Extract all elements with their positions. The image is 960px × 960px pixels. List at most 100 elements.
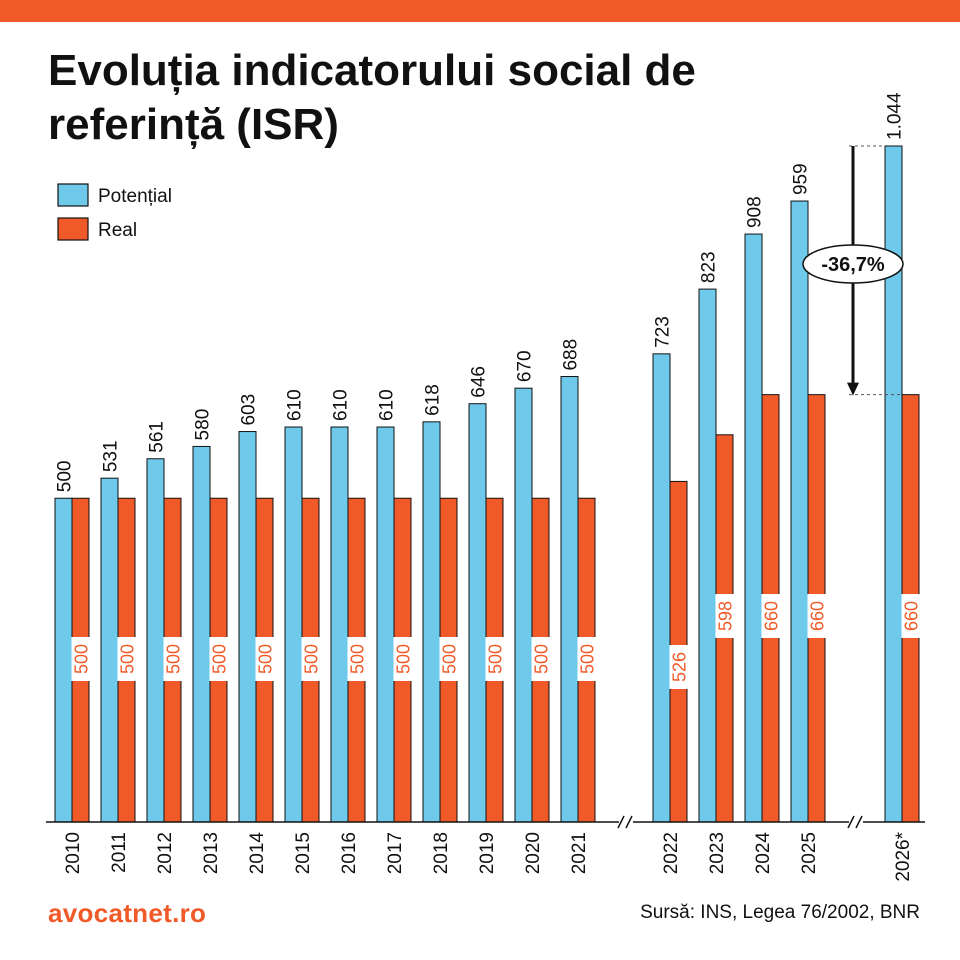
label-real-2025: 660: [808, 601, 828, 631]
annotation-arrow-head: [847, 382, 859, 396]
tick-label-2013: 2013: [201, 832, 222, 874]
axis-break-2: [847, 815, 863, 829]
annotation-bubble: [802, 244, 904, 284]
bar-potential-2015: [284, 426, 303, 823]
annotation-text: -36,7%: [821, 254, 885, 276]
label-real-2024: 660: [762, 601, 782, 631]
axis-break-stroke: [847, 815, 855, 829]
label-potential-2012: 561: [147, 421, 168, 453]
label-box-real-2022: [669, 645, 688, 689]
tick-label-2014: 2014: [247, 832, 268, 875]
tick-label-2011: 2011: [109, 832, 130, 873]
tick-label-2025: 2025: [799, 832, 820, 874]
chart-title: Evoluția indicatorului social de referin…: [48, 46, 696, 149]
axis-break-stroke: [855, 815, 863, 829]
label-real-2021: 500: [578, 644, 598, 674]
bar-potential-2016: [330, 426, 349, 823]
label-potential-2024: 908: [745, 196, 766, 228]
label-real-2020: 500: [532, 644, 552, 674]
legend-swatch-potential: [57, 183, 89, 207]
bar-potential-2021: [560, 376, 579, 823]
label-potential-2021: 688: [561, 339, 582, 371]
label-potential-2023: 823: [699, 251, 720, 283]
label-box-real-2011: [117, 637, 136, 681]
bar-potential-2024: [744, 233, 763, 823]
bar-potential-2025: [790, 200, 809, 823]
label-box-real-2015: [301, 637, 320, 681]
label-potential-2020: 670: [515, 350, 536, 382]
bar-potential-2011: [100, 477, 119, 823]
tick-label-2022: 2022: [661, 832, 682, 874]
label-potential-2016: 610: [331, 389, 352, 421]
legend-label-potential: Potențial: [98, 186, 172, 207]
tick-label-2026: 2026*: [893, 831, 914, 881]
label-box-real-2023: [715, 594, 734, 638]
label-potential-2018: 618: [423, 384, 444, 416]
tick-label-2018: 2018: [431, 832, 452, 874]
label-real-2019: 500: [486, 644, 506, 674]
bar-potential-2019: [468, 403, 487, 823]
bars: [54, 145, 920, 823]
bar-potential-2017: [376, 426, 395, 823]
label-real-2011: 500: [118, 644, 138, 674]
label-box-real-2025: [807, 594, 826, 638]
label-box-real-2020: [531, 637, 550, 681]
label-box-real-2014: [255, 637, 274, 681]
tick-label-2021: 2021: [569, 832, 590, 874]
label-potential-2026: 1.044: [885, 92, 906, 140]
bar-potential-2012: [146, 458, 165, 823]
axis-break-stroke: [617, 815, 625, 829]
bar-potential-2018: [422, 421, 441, 823]
value-labels: 500 500 531 500 561 500 580 500 603 500 610 500 610 5…: [55, 92, 922, 689]
tick-label-2016: 2016: [339, 832, 360, 874]
label-potential-2015: 610: [285, 389, 306, 421]
bar-potential-2026: [884, 145, 903, 823]
label-real-2017: 500: [394, 644, 414, 674]
source-note: Sursă: INS, Legea 76/2002, BNR: [640, 902, 920, 923]
label-potential-2014: 603: [239, 394, 260, 426]
axis-break-stroke: [625, 815, 633, 829]
bar-potential-2010: [54, 497, 73, 823]
label-potential-2017: 610: [377, 389, 398, 421]
x-axis: 2010 2011 2012 2013 2014 2015 2016 2017 2018 2019…: [46, 815, 925, 882]
tick-label-2024: 2024: [753, 832, 774, 875]
label-real-2023: 598: [716, 601, 736, 631]
label-box-real-2017: [393, 637, 412, 681]
label-real-2010: 500: [72, 644, 92, 674]
annotation: -36,7%: [802, 145, 904, 396]
tick-label-2015: 2015: [293, 832, 314, 874]
label-box-real-2010: [71, 637, 90, 681]
bar-potential-2023: [698, 288, 717, 823]
tick-label-2023: 2023: [707, 832, 728, 874]
label-real-2013: 500: [210, 644, 230, 674]
label-real-2015: 500: [302, 644, 322, 674]
label-real-2016: 500: [348, 644, 368, 674]
label-box-real-2021: [577, 637, 596, 681]
bar-potential-2014: [238, 431, 257, 823]
tick-label-2020: 2020: [523, 832, 544, 874]
axis-break-1: [617, 815, 633, 829]
label-box-real-2019: [485, 637, 504, 681]
legend: Potențial Real: [57, 183, 172, 241]
tick-label-2019: 2019: [477, 832, 498, 874]
label-real-2022: 526: [670, 652, 690, 682]
label-box-real-2013: [209, 637, 228, 681]
tick-label-2010: 2010: [63, 832, 84, 874]
bar-potential-2013: [192, 445, 211, 823]
tick-label-2017: 2017: [385, 832, 406, 874]
label-potential-2011: 531: [101, 440, 122, 472]
label-box-real-2026: [901, 594, 920, 638]
brand-name: avocatnet.ro: [48, 898, 207, 928]
top-accent-bar: [0, 0, 960, 22]
label-box-real-2012: [163, 637, 182, 681]
label-box-real-2024: [761, 594, 780, 638]
label-potential-2022: 723: [653, 316, 674, 348]
legend-swatch-real: [57, 217, 89, 241]
bar-potential-2020: [514, 387, 533, 823]
label-potential-2019: 646: [469, 366, 490, 398]
tick-label-2012: 2012: [155, 832, 176, 874]
label-potential-2013: 580: [193, 409, 214, 441]
label-real-2018: 500: [440, 644, 460, 674]
label-box-real-2018: [439, 637, 458, 681]
